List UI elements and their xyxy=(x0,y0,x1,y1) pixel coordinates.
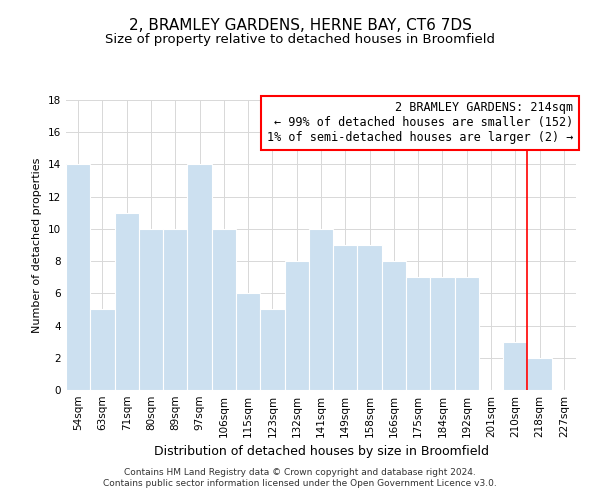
Bar xyxy=(382,261,406,390)
Bar xyxy=(260,310,284,390)
Bar xyxy=(503,342,527,390)
Bar xyxy=(430,277,455,390)
Bar xyxy=(333,245,358,390)
Bar xyxy=(527,358,552,390)
Bar xyxy=(309,229,333,390)
Bar xyxy=(66,164,90,390)
Bar xyxy=(284,261,309,390)
Y-axis label: Number of detached properties: Number of detached properties xyxy=(32,158,43,332)
Bar xyxy=(358,245,382,390)
Bar xyxy=(212,229,236,390)
Bar xyxy=(139,229,163,390)
Bar xyxy=(90,310,115,390)
Bar xyxy=(455,277,479,390)
Text: Contains HM Land Registry data © Crown copyright and database right 2024.
Contai: Contains HM Land Registry data © Crown c… xyxy=(103,468,497,487)
Text: 2, BRAMLEY GARDENS, HERNE BAY, CT6 7DS: 2, BRAMLEY GARDENS, HERNE BAY, CT6 7DS xyxy=(128,18,472,32)
Bar xyxy=(115,213,139,390)
X-axis label: Distribution of detached houses by size in Broomfield: Distribution of detached houses by size … xyxy=(154,446,488,458)
Bar xyxy=(187,164,212,390)
Bar xyxy=(406,277,430,390)
Text: Size of property relative to detached houses in Broomfield: Size of property relative to detached ho… xyxy=(105,32,495,46)
Bar xyxy=(163,229,187,390)
Bar xyxy=(236,294,260,390)
Text: 2 BRAMLEY GARDENS: 214sqm
← 99% of detached houses are smaller (152)
1% of semi-: 2 BRAMLEY GARDENS: 214sqm ← 99% of detac… xyxy=(267,102,574,144)
